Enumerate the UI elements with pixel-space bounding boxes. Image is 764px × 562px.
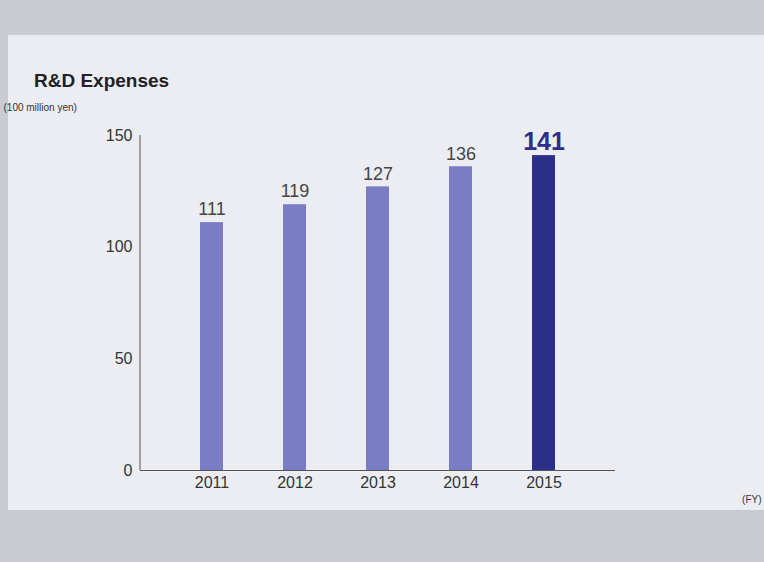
svg-text:2015: 2015 bbox=[526, 474, 562, 491]
svg-text:(FY): (FY) bbox=[742, 494, 761, 505]
svg-text:50: 50 bbox=[115, 350, 133, 367]
svg-text:100: 100 bbox=[106, 238, 133, 255]
svg-text:150: 150 bbox=[106, 127, 133, 144]
svg-text:2014: 2014 bbox=[443, 474, 479, 491]
svg-text:(100 million yen): (100 million yen) bbox=[4, 102, 77, 113]
html-text:R&D Expenses: R&D Expenses bbox=[34, 70, 170, 91]
svg-text:0: 0 bbox=[124, 462, 133, 479]
svg-text:136: 136 bbox=[446, 144, 476, 164]
svg-text:119: 119 bbox=[281, 181, 310, 201]
svg-text:127: 127 bbox=[363, 164, 393, 184]
svg-text:2012: 2012 bbox=[277, 474, 313, 491]
svg-text:2013: 2013 bbox=[360, 474, 396, 491]
svg-text:111: 111 bbox=[198, 199, 225, 219]
svg-text:141: 141 bbox=[523, 127, 565, 155]
svg-text:2011: 2011 bbox=[195, 474, 230, 491]
